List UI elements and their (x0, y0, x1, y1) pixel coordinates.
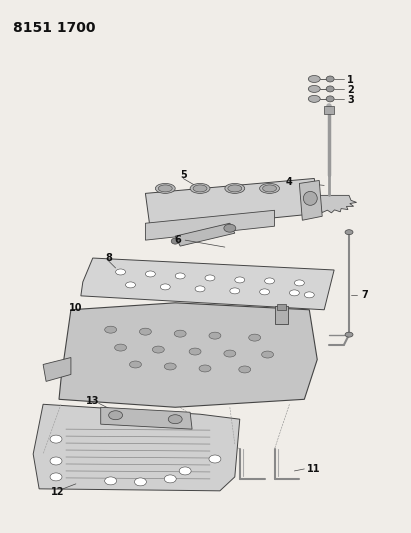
Ellipse shape (249, 334, 261, 341)
Text: 4: 4 (286, 177, 293, 188)
Polygon shape (299, 181, 322, 220)
Ellipse shape (260, 289, 270, 295)
Ellipse shape (303, 191, 317, 205)
Ellipse shape (326, 86, 334, 92)
Ellipse shape (265, 278, 275, 284)
Ellipse shape (262, 351, 274, 358)
Ellipse shape (209, 455, 221, 463)
Polygon shape (145, 179, 319, 230)
Ellipse shape (225, 183, 245, 193)
Ellipse shape (308, 76, 320, 83)
Ellipse shape (105, 326, 117, 333)
Text: 13: 13 (86, 397, 99, 406)
Ellipse shape (168, 415, 182, 424)
Ellipse shape (294, 280, 304, 286)
Bar (275, 306, 289, 324)
Ellipse shape (164, 475, 176, 483)
Ellipse shape (289, 290, 299, 296)
Ellipse shape (205, 275, 215, 281)
Ellipse shape (326, 76, 334, 82)
Polygon shape (81, 258, 334, 310)
Ellipse shape (193, 185, 207, 192)
Text: 12: 12 (51, 487, 65, 497)
Bar (324, 106, 334, 114)
Text: 2: 2 (347, 85, 354, 95)
Ellipse shape (125, 282, 136, 288)
Polygon shape (59, 303, 317, 407)
Ellipse shape (155, 183, 175, 193)
Polygon shape (101, 407, 192, 429)
Polygon shape (145, 211, 275, 240)
Ellipse shape (145, 271, 155, 277)
Ellipse shape (171, 238, 179, 244)
Text: 11: 11 (307, 464, 321, 474)
Text: 6: 6 (175, 235, 182, 245)
Ellipse shape (158, 185, 172, 192)
Polygon shape (43, 358, 71, 382)
Ellipse shape (105, 477, 117, 485)
Ellipse shape (152, 346, 164, 353)
Ellipse shape (345, 230, 353, 235)
Ellipse shape (224, 350, 236, 357)
Ellipse shape (139, 328, 151, 335)
Ellipse shape (50, 473, 62, 481)
Ellipse shape (195, 286, 205, 292)
Ellipse shape (174, 330, 186, 337)
Ellipse shape (109, 411, 122, 419)
Ellipse shape (260, 183, 279, 193)
Ellipse shape (115, 344, 127, 351)
Ellipse shape (160, 284, 170, 290)
Ellipse shape (209, 332, 221, 339)
Ellipse shape (50, 435, 62, 443)
Ellipse shape (175, 273, 185, 279)
Bar (277, 304, 286, 310)
Text: 8: 8 (105, 253, 112, 263)
Ellipse shape (228, 185, 242, 192)
Text: 3: 3 (347, 95, 354, 105)
Ellipse shape (179, 467, 191, 475)
Ellipse shape (239, 366, 251, 373)
Text: 5: 5 (180, 171, 187, 181)
Ellipse shape (345, 332, 353, 337)
Ellipse shape (326, 96, 334, 102)
Ellipse shape (308, 95, 320, 102)
Ellipse shape (164, 363, 176, 370)
Ellipse shape (50, 457, 62, 465)
Polygon shape (33, 404, 240, 491)
Ellipse shape (199, 365, 211, 372)
Ellipse shape (304, 292, 314, 298)
Ellipse shape (308, 85, 320, 92)
Ellipse shape (189, 348, 201, 355)
Ellipse shape (129, 361, 141, 368)
Ellipse shape (235, 277, 245, 283)
Text: 9: 9 (299, 310, 306, 320)
Ellipse shape (230, 288, 240, 294)
Ellipse shape (115, 269, 125, 275)
Text: 10: 10 (69, 303, 83, 313)
Ellipse shape (224, 224, 236, 232)
Ellipse shape (190, 183, 210, 193)
Text: 8151 1700: 8151 1700 (13, 21, 96, 35)
Text: 1: 1 (347, 75, 354, 85)
Ellipse shape (134, 478, 146, 486)
Ellipse shape (263, 185, 277, 192)
Text: 7: 7 (361, 290, 368, 300)
Polygon shape (301, 196, 357, 213)
Polygon shape (175, 223, 235, 246)
